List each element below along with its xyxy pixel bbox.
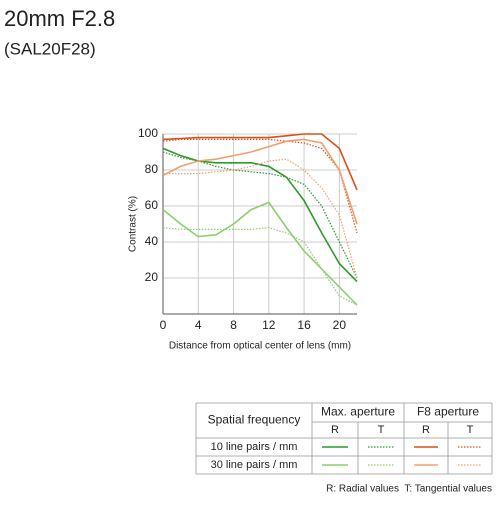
- series-line: [162, 151, 358, 279]
- y-tick-label: 20: [145, 270, 159, 284]
- y-tick-label: 80: [145, 162, 159, 176]
- x-axis-label: Distance from optical center of lens (mm…: [169, 341, 351, 352]
- chart-subtitle: (SAL20F28): [4, 39, 96, 58]
- table-subheader: R: [331, 424, 339, 436]
- table-row-label: 30 line pairs / mm: [211, 459, 298, 471]
- y-axis-label: Contrast (%): [128, 196, 139, 252]
- series-line: [162, 201, 358, 306]
- y-tick-label: 60: [145, 198, 159, 212]
- series-line: [162, 133, 358, 191]
- table-header: F8 aperture: [417, 405, 479, 419]
- x-tick-label: 8: [230, 318, 237, 332]
- series-line: [162, 147, 358, 283]
- x-tick-label: 0: [160, 318, 167, 332]
- table-row-label: 10 line pairs / mm: [211, 441, 298, 453]
- y-tick-label: 100: [138, 126, 158, 140]
- table-subheader: T: [467, 424, 474, 436]
- y-tick-label: 40: [145, 234, 159, 248]
- series-line: [162, 226, 358, 306]
- table-subheader: R: [422, 424, 430, 436]
- series-line: [162, 138, 358, 234]
- x-tick-label: 16: [297, 318, 311, 332]
- table-subheader: T: [378, 424, 385, 436]
- chart-title: 20mm F2.8: [4, 6, 115, 31]
- x-tick-label: 12: [262, 318, 276, 332]
- table-header: Max. aperture: [321, 405, 395, 419]
- table-note: R: Radial values T: Tangential values: [326, 484, 492, 495]
- series-line: [162, 138, 358, 225]
- x-tick-label: 4: [195, 318, 202, 332]
- table-header: Spatial frequency: [208, 413, 301, 427]
- x-tick-label: 20: [333, 318, 347, 332]
